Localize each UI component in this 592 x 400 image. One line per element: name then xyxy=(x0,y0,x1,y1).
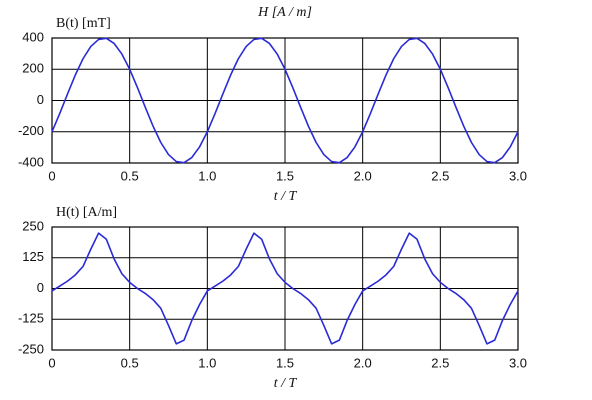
x-tick-label: 0 xyxy=(48,355,55,370)
x-tick-label: 1.5 xyxy=(276,168,294,183)
y-axis-label: H(t) [A/m] xyxy=(56,205,117,220)
plot-frame xyxy=(51,37,519,164)
line-series xyxy=(51,37,519,164)
y-tick-label: -200 xyxy=(18,123,44,138)
x-tick-label: 2.5 xyxy=(431,355,449,370)
y-tick-label: 125 xyxy=(22,249,44,264)
y-tick-label: 0 xyxy=(37,92,44,107)
y-tick-label: -400 xyxy=(18,154,44,169)
x-tick-label: 3.0 xyxy=(509,355,527,370)
x-tick-label: 0.5 xyxy=(121,355,139,370)
plot-frame xyxy=(51,226,519,351)
x-tick-label: 3.0 xyxy=(509,168,527,183)
x-tick-label: 2.5 xyxy=(431,168,449,183)
line-series xyxy=(51,232,519,345)
y-tick-label: -250 xyxy=(18,341,44,356)
chart-title: H [A / m] xyxy=(257,5,312,20)
x-tick-label: 2.0 xyxy=(354,355,372,370)
y-tick-label: 200 xyxy=(22,61,44,76)
y-tick-label: -125 xyxy=(18,311,44,326)
x-tick-label: 0.5 xyxy=(121,168,139,183)
y-tick-label: 250 xyxy=(22,218,44,233)
x-tick-label: 1.0 xyxy=(198,355,216,370)
x-axis-label: t / T xyxy=(274,189,298,204)
y-tick-label: 400 xyxy=(22,29,44,44)
x-tick-label: 2.0 xyxy=(354,168,372,183)
x-tick-label: 1.5 xyxy=(276,355,294,370)
x-tick-label: 1.0 xyxy=(198,168,216,183)
x-tick-label: 0 xyxy=(48,168,55,183)
x-axis-label: t / T xyxy=(274,376,298,391)
y-axis-label: B(t) [mT] xyxy=(56,16,111,31)
y-tick-label: 0 xyxy=(37,280,44,295)
